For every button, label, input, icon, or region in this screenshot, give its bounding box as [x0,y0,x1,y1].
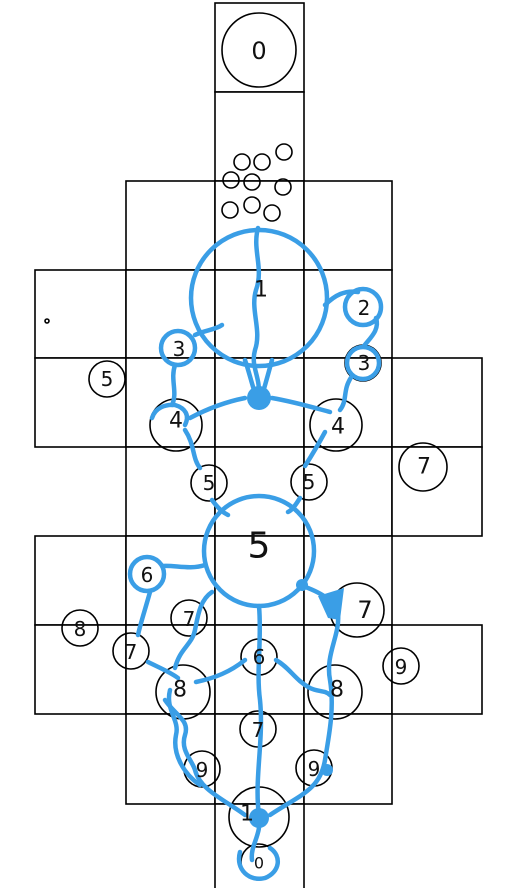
label-right-8: 8 [330,678,344,703]
cell-row5-center[interactable] [215,447,304,536]
cell-row5-right[interactable] [304,447,392,536]
label-left-3: 3 [173,337,186,361]
label-bottom-0: 0 [254,854,264,873]
label-right-3: 3 [358,351,371,375]
route-segment [163,565,205,567]
label-outer-left-8: 8 [74,617,87,641]
cell-row6-right[interactable] [304,536,392,625]
cell-row4-left[interactable] [126,358,215,447]
label-outer-right-7: 7 [417,455,431,480]
route-segment [172,365,175,405]
label-center-6: 6 [253,645,266,669]
label-mid-left-7: 7 [183,607,196,631]
label-left-5: 5 [203,471,216,495]
label-right-9: 9 [308,757,321,781]
cell-row5-far-right[interactable] [392,447,482,536]
label-left-8: 8 [173,678,187,703]
cell-column-1[interactable] [215,92,304,181]
label-upper-1: 1 [254,278,268,303]
cell-row6-far-left[interactable] [35,536,126,625]
cell-row6-left[interactable] [126,536,215,625]
route-node [321,764,333,776]
label-left-7: 7 [125,640,138,664]
label-right-7: 7 [357,596,372,624]
label-left-6: 6 [141,563,154,587]
label-right-5: 5 [303,470,316,494]
label-outer-left-5: 5 [101,367,114,391]
cell-row4-far-right[interactable] [392,358,482,447]
label-left-9: 9 [196,758,209,782]
route-node [296,579,308,591]
cell-row3-left[interactable] [126,270,215,358]
label-left-4: 4 [169,409,183,434]
label-bottom-1: 1 [240,802,254,827]
route-node [247,386,271,410]
label-right-2: 2 [358,296,371,320]
label-outer-right-9: 9 [395,655,408,679]
cell-row2-right[interactable] [304,181,392,270]
cell-row2-left[interactable] [126,181,215,270]
label-right-4: 4 [331,415,345,440]
label-center-7: 7 [252,718,265,742]
cell-row3-far-left[interactable] [35,270,126,358]
label-center-5: 5 [248,526,271,567]
label-top-0: 0 [251,37,266,65]
cell-row7-right[interactable] [304,625,392,714]
